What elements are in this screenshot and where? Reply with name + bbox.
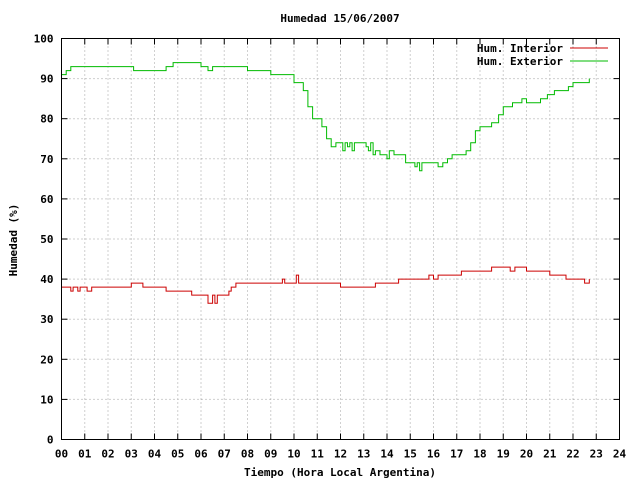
x-tick-label: 06 xyxy=(194,448,208,461)
x-tick-label: 11 xyxy=(311,448,325,461)
y-tick-label: 60 xyxy=(40,193,53,206)
legend: Hum. Interior Hum. Exterior xyxy=(477,42,608,68)
y-tick-label: 70 xyxy=(40,153,53,166)
x-tick-label: 01 xyxy=(78,448,92,461)
y-tick-label: 30 xyxy=(40,313,53,326)
x-tick-label: 19 xyxy=(497,448,510,461)
x-tick-label: 22 xyxy=(566,448,579,461)
y-axis-label: Humedad (%) xyxy=(7,204,20,277)
x-tick-label: 02 xyxy=(101,448,114,461)
y-tick-label: 50 xyxy=(40,233,53,246)
x-tick-label: 14 xyxy=(380,448,394,461)
series-lines xyxy=(61,62,590,304)
y-tick-label: 20 xyxy=(40,353,53,366)
tick-labels: 00 01 02 03 04 05 06 07 08 09 10 11 12 13 14 15 16 17 18 19… xyxy=(34,33,627,461)
x-tick-label: 09 xyxy=(264,448,277,461)
y-tick-label: 80 xyxy=(40,113,53,126)
x-tick-label: 23 xyxy=(590,448,603,461)
series-line-exterior xyxy=(61,62,590,172)
x-tick-label: 17 xyxy=(450,448,463,461)
x-tick-label: 15 xyxy=(404,448,417,461)
x-tick-label: 04 xyxy=(148,448,162,461)
series-line-interior xyxy=(61,266,590,304)
x-tick-label: 16 xyxy=(427,448,441,461)
x-tick-label: 05 xyxy=(171,448,184,461)
legend-label-interior: Hum. Interior xyxy=(477,42,563,55)
x-tick-label: 13 xyxy=(357,448,370,461)
x-tick-label: 10 xyxy=(287,448,300,461)
y-tick-label: 90 xyxy=(40,73,53,86)
y-tick-label: 40 xyxy=(40,273,53,286)
x-tick-label: 00 xyxy=(55,448,68,461)
x-tick-label: 18 xyxy=(473,448,486,461)
x-tick-label: 12 xyxy=(334,448,347,461)
x-tick-label: 21 xyxy=(543,448,557,461)
x-axis-label: Tiempo (Hora Local Argentina) xyxy=(244,466,436,479)
x-tick-label: 24 xyxy=(613,448,627,461)
legend-label-exterior: Hum. Exterior xyxy=(477,55,563,68)
x-tick-label: 07 xyxy=(218,448,231,461)
chart-title: Humedad 15/06/2007 xyxy=(280,12,399,25)
x-tick-label: 03 xyxy=(125,448,138,461)
plot-frame xyxy=(61,38,620,440)
y-tick-label: 0 xyxy=(47,434,54,447)
y-tick-label: 100 xyxy=(34,33,54,46)
x-tick-label: 08 xyxy=(241,448,254,461)
x-tick-label: 20 xyxy=(520,448,533,461)
y-tick-label: 10 xyxy=(40,393,53,406)
grid-lines xyxy=(61,38,620,440)
